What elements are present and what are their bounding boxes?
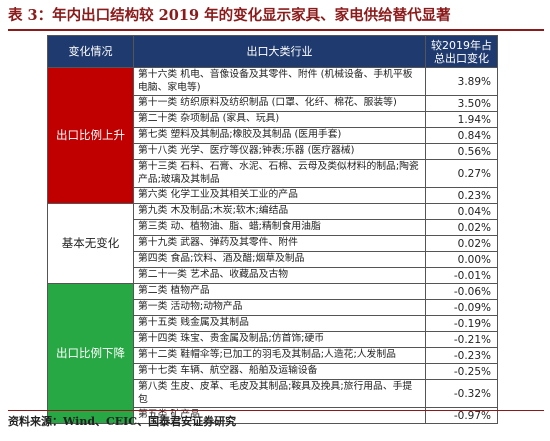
row-value: 0.84% (425, 127, 498, 144)
row-value: 3.89% (425, 67, 498, 96)
row-value: -0.97% (425, 407, 498, 424)
row-value: 0.00% (425, 251, 498, 268)
group-flat: 基本无变化 (47, 203, 134, 284)
header-category: 变化情况 (47, 35, 134, 68)
table-row: 第四类 食品;饮料、酒及醋;烟草及制品 0.00% (48, 251, 498, 268)
row-industry: 第二类 植物产品 (133, 283, 426, 300)
table-row: 出口比例上升 第十六类 机电、音像设备及其零件、附件 (机械设备、手机平板电脑、… (47, 67, 498, 204)
row-value: 0.23% (425, 187, 498, 204)
table-row: 第五类 矿产品 -0.97% (48, 407, 498, 424)
table-row: 第六类 化学工业及其相关工业的产品 0.23% (48, 187, 498, 204)
table-title: 表 3：年内出口结构较 2019 年的变化显示家具、家电供给替代显著 (8, 7, 451, 24)
row-value: 0.02% (425, 219, 498, 236)
row-industry: 第七类 塑料及其制品;橡胶及其制品 (医用手套) (133, 127, 426, 144)
row-industry: 第九类 木及制品;木炭;软木;编结品 (133, 203, 426, 220)
group-up: 出口比例上升 (47, 67, 134, 204)
row-industry: 第十七类 车辆、航空器、船舶及运输设备 (133, 363, 426, 380)
row-value: -0.01% (425, 267, 498, 284)
row-industry: 第十二类 鞋帽伞等;已加工的羽毛及其制品;人造花;人发制品 (133, 347, 426, 364)
row-industry: 第十八类 光学、医疗等仪器;钟表;乐器 (医疗器械) (133, 143, 426, 160)
source-rule (8, 410, 544, 411)
table-row: 第二十类 杂项制品 (家具、玩具) 1.94% (48, 111, 498, 128)
table-row: 第十二类 鞋帽伞等;已加工的羽毛及其制品;人造花;人发制品 -0.23% (48, 347, 498, 364)
header-row: 变化情况 出口大类行业 较2019年占总出口变化 (47, 35, 498, 68)
row-industry: 第二十一类 艺术品、收藏品及古物 (133, 267, 426, 284)
row-industry: 第十一类 纺织原料及纺织制品 (口罩、化纤、棉花、服装等) (133, 95, 426, 112)
row-value: 0.27% (425, 159, 498, 188)
title-rule (8, 29, 544, 31)
row-industry: 第四类 食品;饮料、酒及醋;烟草及制品 (133, 251, 426, 268)
row-value: 3.50% (425, 95, 498, 112)
export-structure-table: 变化情况 出口大类行业 较2019年占总出口变化 出口比例上升 第十六类 机电、… (47, 35, 498, 424)
row-industry: 第十五类 贱金属及其制品 (133, 315, 426, 332)
row-value: 0.04% (425, 203, 498, 220)
table-row: 第二十一类 艺术品、收藏品及古物 -0.01% (48, 267, 498, 284)
row-value: -0.25% (425, 363, 498, 380)
group-down: 出口比例下降 (47, 283, 134, 424)
row-value: -0.21% (425, 331, 498, 348)
row-value: -0.23% (425, 347, 498, 364)
table-row: 第十八类 光学、医疗等仪器;钟表;乐器 (医疗器械) 0.56% (48, 143, 498, 160)
row-industry: 第一类 活动物;动物产品 (133, 299, 426, 316)
row-value: 0.02% (425, 235, 498, 252)
row-industry: 第十三类 石料、石膏、水泥、石棉、云母及类似材料的制品;陶瓷产品;玻璃及其制品 (133, 159, 426, 188)
table-row: 第七类 塑料及其制品;橡胶及其制品 (医用手套) 0.84% (48, 127, 498, 144)
row-value: 0.56% (425, 143, 498, 160)
row-industry: 第八类 生皮、皮革、毛皮及其制品;鞍具及挽具;旅行用品、手提包 (133, 379, 426, 408)
table-row: 第八类 生皮、皮革、毛皮及其制品;鞍具及挽具;旅行用品、手提包 -0.32% (48, 379, 498, 408)
row-value: -0.19% (425, 315, 498, 332)
header-industry: 出口大类行业 (133, 35, 426, 68)
row-value: -0.06% (425, 283, 498, 300)
table-row: 基本无变化 第九类 木及制品;木炭;软木;编结品 0.04% (47, 203, 498, 284)
row-industry: 第十九类 武器、弹药及其零件、附件 (133, 235, 426, 252)
source-note: 资料来源：Wind、CEIC、国泰君安证券研究 (8, 415, 237, 428)
row-value: -0.32% (425, 379, 498, 408)
row-industry: 第十四类 珠宝、贵金属及制品;仿首饰;硬币 (133, 331, 426, 348)
row-value: 1.94% (425, 111, 498, 128)
header-change: 较2019年占总出口变化 (425, 35, 498, 68)
row-value: -0.09% (425, 299, 498, 316)
row-industry: 第十六类 机电、音像设备及其零件、附件 (机械设备、手机平板电脑、家电等) (133, 67, 426, 96)
table-row: 第三类 动、植物油、脂、蜡;精制食用油脂 0.02% (48, 219, 498, 236)
table-row: 出口比例下降 第二类 植物产品 -0.06% (47, 283, 498, 424)
row-industry: 第二十类 杂项制品 (家具、玩具) (133, 111, 426, 128)
row-industry: 第三类 动、植物油、脂、蜡;精制食用油脂 (133, 219, 426, 236)
row-industry: 第六类 化学工业及其相关工业的产品 (133, 187, 426, 204)
